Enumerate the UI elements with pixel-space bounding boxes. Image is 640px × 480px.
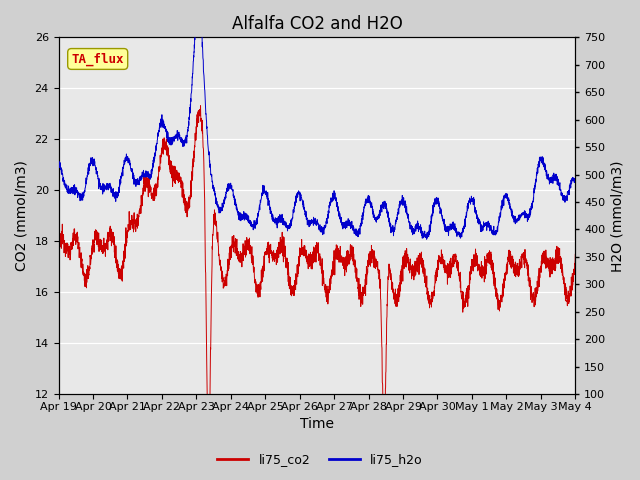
Text: TA_flux: TA_flux	[72, 52, 124, 66]
Legend: li75_co2, li75_h2o: li75_co2, li75_h2o	[212, 448, 428, 471]
X-axis label: Time: Time	[300, 418, 334, 432]
Y-axis label: H2O (mmol/m3): H2O (mmol/m3)	[611, 160, 625, 272]
Y-axis label: CO2 (mmol/m3): CO2 (mmol/m3)	[15, 160, 29, 271]
Title: Alfalfa CO2 and H2O: Alfalfa CO2 and H2O	[232, 15, 403, 33]
